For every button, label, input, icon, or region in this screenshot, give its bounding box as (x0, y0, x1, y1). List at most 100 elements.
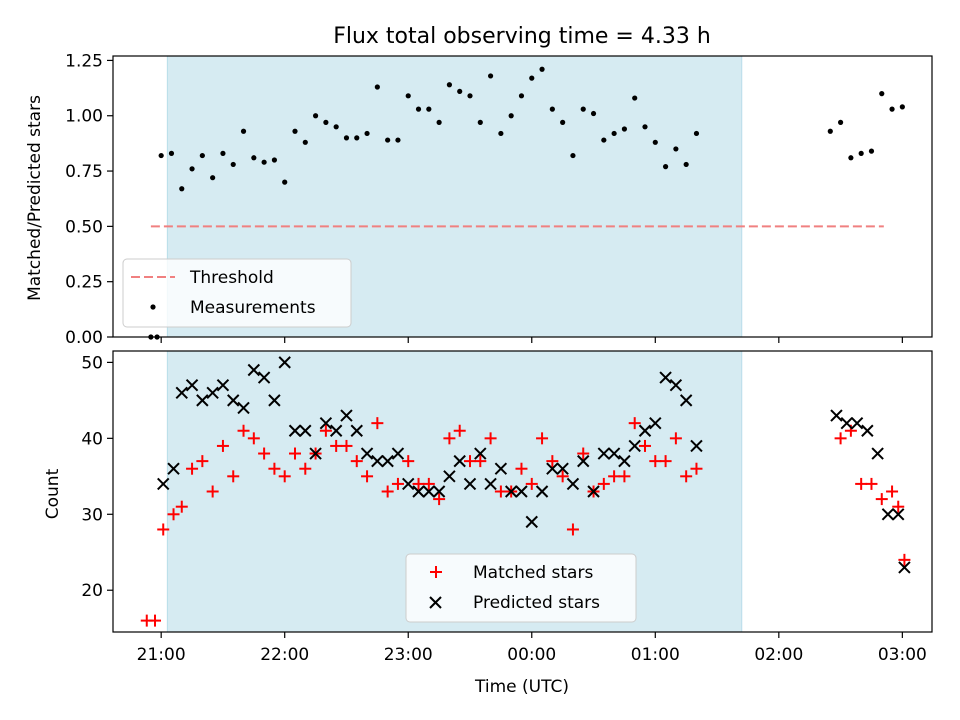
x-b (669, 378, 683, 392)
x-b (432, 485, 446, 498)
predicted-star-point (597, 447, 611, 460)
matched-star-point (319, 424, 332, 437)
measurement-point (302, 139, 308, 145)
x-b (299, 424, 312, 437)
measurement-point (899, 104, 905, 110)
measurement-point (415, 106, 422, 112)
predicted-star-point (412, 485, 425, 498)
y-tick-label: 0.50 (65, 217, 103, 237)
x-b (484, 477, 497, 491)
x-b (237, 401, 250, 415)
measurement-point (189, 166, 195, 172)
predicted-star-point (566, 477, 580, 491)
matched-star-point (381, 485, 394, 498)
x-tick-label: 23:00 (384, 645, 433, 665)
chart-title: Flux total observing time = 4.33 h (333, 24, 711, 49)
matched-star-point (566, 523, 579, 536)
y-tick-label: 50 (81, 353, 103, 373)
matched-star-point (892, 500, 905, 513)
measurement-point (549, 106, 555, 112)
measurement-point (446, 82, 453, 88)
x-b (525, 515, 538, 529)
x-tick-label: 22:00 (260, 645, 309, 665)
x-b (840, 416, 853, 430)
predicted-star-point (216, 378, 230, 392)
measurement-point (240, 128, 247, 134)
predicted-star-point (546, 462, 559, 475)
predicted-star-point (381, 454, 394, 468)
measurement-point (168, 150, 175, 156)
matched-star-point (608, 470, 621, 483)
predicted-star-point (504, 485, 518, 498)
matched-star-point (299, 462, 312, 475)
x-b (206, 386, 219, 399)
measurement-point (364, 130, 370, 137)
predicted-star-point (638, 424, 652, 437)
measurement-point (487, 73, 494, 79)
predicted-star-point (871, 447, 884, 460)
predicted-star-point (628, 439, 641, 453)
legend-matched-label: Matched stars (473, 563, 593, 583)
measurement-point (580, 106, 586, 112)
matched-star-point (453, 424, 466, 437)
matched-star-point (402, 455, 415, 468)
count-plot: 20 30 40 50 21:00 22:00 23:00 00:00 01:00 02:00 03… (81, 350, 933, 665)
x-axis-label: Time (UTC) (474, 677, 569, 697)
measurement-point (837, 119, 844, 125)
x-b (659, 371, 672, 384)
x-b (494, 462, 508, 475)
measurement-point (632, 95, 638, 101)
predicted-star-point (659, 371, 672, 384)
x-b (157, 477, 170, 491)
measurement-point (312, 113, 319, 119)
x-b (288, 424, 302, 437)
measurement-point (642, 124, 648, 130)
x-b (597, 447, 611, 460)
predicted-star-point (690, 439, 703, 453)
legend-measurement-label: Measurements (190, 298, 316, 318)
predicted-star-point (268, 394, 281, 407)
predicted-star-point (830, 409, 843, 422)
matched-star-point (196, 455, 209, 468)
measurement-point (261, 159, 267, 165)
measurement-point (199, 152, 205, 159)
x-tick-label: 21:00 (137, 645, 186, 665)
measurement-point (673, 146, 679, 152)
x-b (898, 561, 911, 574)
predicted-star-point (861, 424, 874, 437)
matched-star-point (618, 470, 631, 483)
top-y-axis-label: Matched/Predicted stars (25, 95, 45, 301)
predicted-star-point (257, 371, 271, 384)
matched-star-point (149, 614, 161, 627)
matched-star-point (278, 470, 291, 483)
x-b (463, 477, 477, 491)
predicted-star-point (881, 508, 895, 521)
matched-star-point (391, 477, 404, 490)
matched-star-point (515, 462, 528, 475)
matched-star-point (669, 432, 682, 445)
matched-star-point (350, 455, 363, 468)
matched-star-point (556, 470, 569, 483)
x-b (268, 394, 281, 407)
x-tick-label: 01:00 (631, 645, 680, 665)
x-b (638, 424, 652, 437)
predicted-star-point (227, 394, 240, 407)
matched-star-point (157, 523, 170, 536)
measurement-point (343, 135, 350, 141)
predicted-star-point (371, 454, 384, 468)
measurement-point (333, 124, 339, 130)
x-tick-label: 03:00 (878, 645, 927, 665)
matched-star-point (649, 455, 662, 468)
measurement-point (179, 186, 185, 192)
x-b (175, 386, 188, 399)
predicted-star-point (669, 378, 683, 392)
bottom-y-axis-label: Count (43, 468, 63, 519)
matched-star-point (690, 462, 703, 475)
x-b (892, 508, 905, 521)
matched-star-point (289, 447, 301, 460)
predicted-star-point (185, 378, 199, 392)
predicted-star-point (247, 363, 261, 377)
predicted-star-point (175, 386, 188, 399)
predicted-star-point (649, 416, 662, 430)
measurement-point (457, 88, 463, 95)
